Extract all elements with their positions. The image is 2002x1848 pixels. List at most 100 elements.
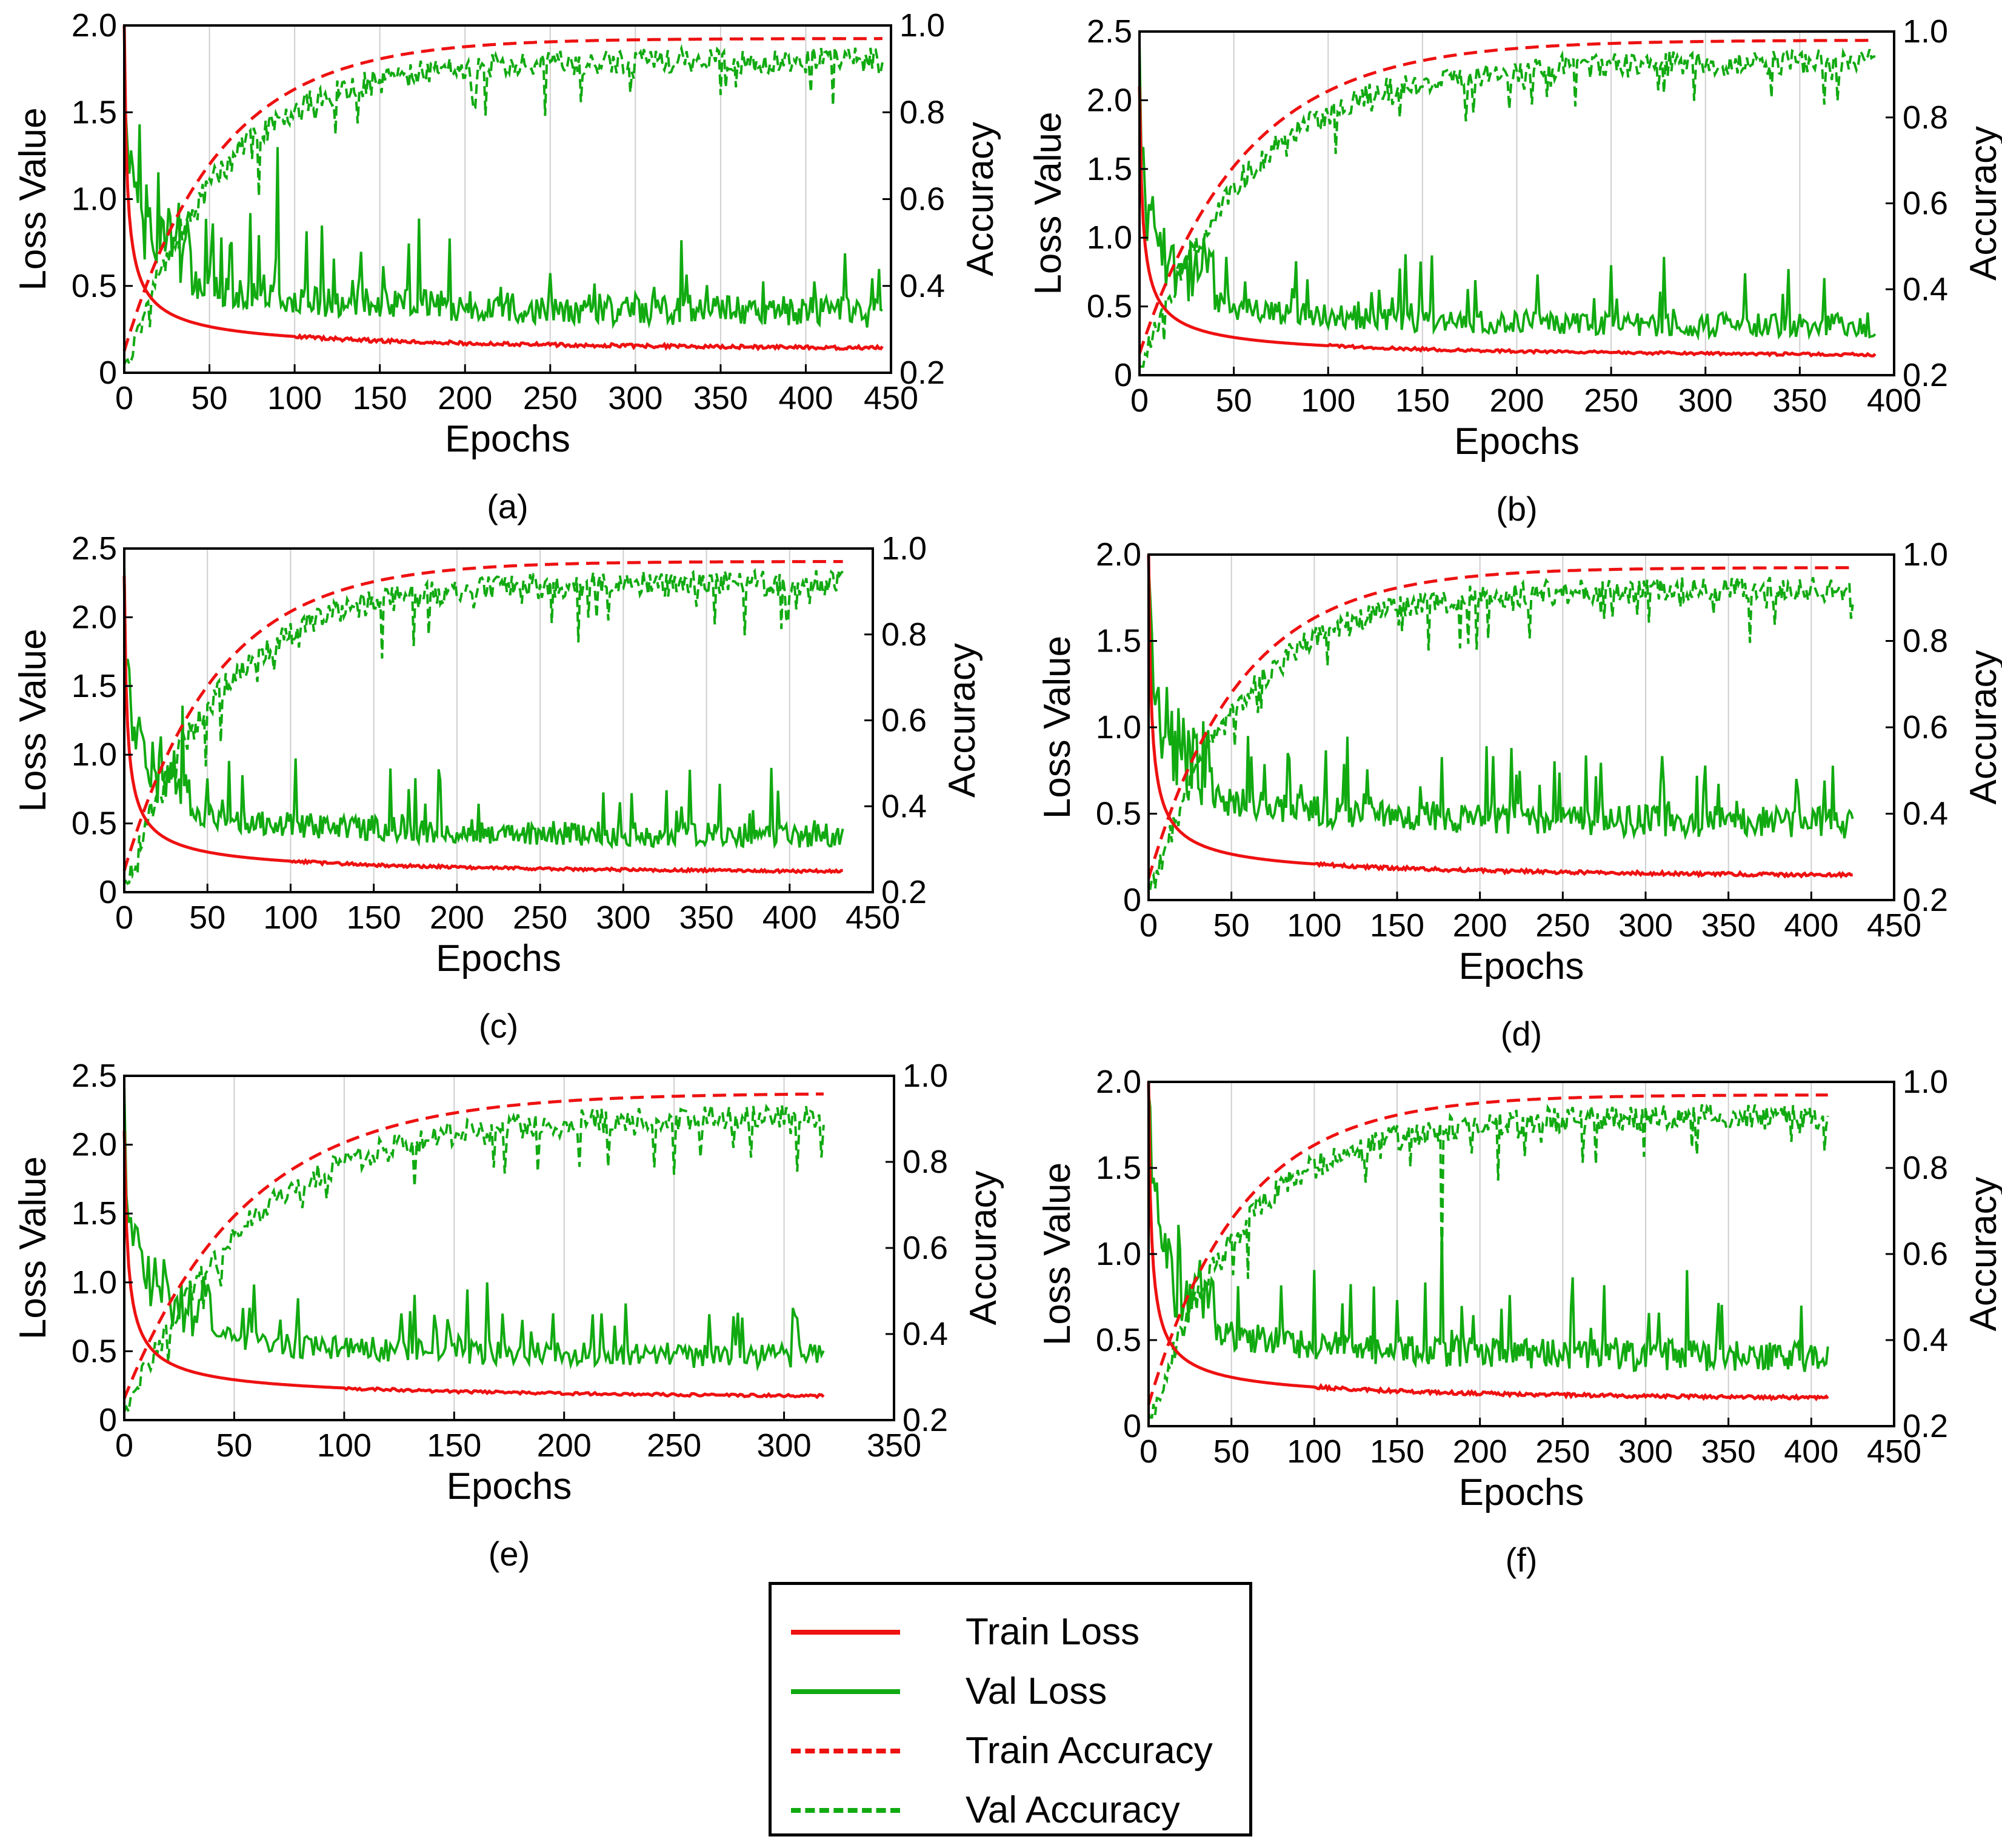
y-tick-label: 0.5 [1087,289,1132,325]
y-tick-label: 0.5 [72,806,117,842]
y-right-tick-label: 0.8 [1903,1150,1948,1186]
plot-frame [1147,553,1895,901]
x-axis-label: Epochs [1454,421,1580,462]
y-tick-label: 1.0 [1096,1236,1141,1272]
y-right-tick-label: 0.4 [1903,271,1948,307]
legend-swatch [791,1749,900,1753]
x-tick-label: 400 [1784,1433,1838,1470]
panel-label: (b) [1496,490,1537,528]
x-tick-label: 0 [1130,382,1149,419]
legend-entry: Train Accuracy [772,1722,1249,1776]
chart-panel-a: 0 50 100 150 200 250 300 350 400 450 0 0.5 1.0 1.5 2.0… [12,7,1001,525]
y-right-tick-label: 0.2 [1903,357,1948,393]
legend-label: Val Loss [966,1670,1107,1712]
legend-label: Val Accuracy [966,1789,1180,1831]
x-tick-label: 400 [778,380,833,416]
x-tick-label: 0 [115,380,133,416]
y-tick-label: 2.0 [1096,1064,1141,1100]
y-tick-label: 0 [1123,882,1141,918]
y-right-tick-label: 0.2 [899,355,945,391]
y-tick-label: 0.5 [1096,796,1141,832]
y-right-axis-label: Accuracy [1963,1177,2002,1332]
series-train-loss [122,25,884,352]
y-axis-label: Loss Value [12,107,54,290]
x-tick-label: 450 [1867,1433,1921,1470]
y-right-axis-label: Accuracy [1963,126,2002,281]
y-right-tick-label: 0.6 [1903,185,1948,222]
x-tick-label: 350 [1701,1433,1756,1470]
x-tick-label: 150 [353,380,407,416]
y-tick-label: 0 [1114,357,1132,393]
y-tick-label: 1.5 [1096,623,1141,659]
y-right-tick-label: 0.8 [881,616,927,653]
y-tick-label: 1.5 [72,94,117,130]
y-right-tick-label: 0.2 [1903,882,1948,918]
x-tick-label: 0 [1139,907,1158,944]
y-tick-label: 2.5 [72,1058,117,1094]
x-tick-label: 250 [647,1427,701,1464]
y-right-tick-label: 0.8 [903,1144,948,1180]
y-tick-label: 2.5 [1087,13,1132,50]
series-val-loss [1138,41,1877,341]
chart-panel-e: 0 50 100 150 200 250 300 350 0 0.5 1.0 1.5 2.0 2.5 0.2… [12,1058,1004,1573]
series-train-loss [122,1130,825,1399]
x-tick-label: 200 [537,1427,592,1464]
x-tick-label: 100 [1287,1433,1341,1470]
legend-entry: Val Accuracy [772,1781,1249,1836]
series-val-loss [123,36,883,330]
y-tick-label: 0 [99,874,117,910]
x-tick-label: 300 [1678,382,1733,419]
x-tick-label: 150 [1370,1433,1424,1470]
x-tick-label: 350 [693,380,748,416]
y-tick-label: 0 [99,355,117,391]
x-tick-label: 200 [1453,1433,1507,1470]
y-tick-label: 1.5 [72,1195,117,1232]
x-tick-label: 150 [427,1427,481,1464]
y-tick-label: 1.0 [72,1264,117,1301]
legend-swatch [791,1689,900,1694]
legend: Train Loss Val Loss Train Accuracy Val Accu… [769,1582,1252,1836]
chart-panel-c: 0 50 100 150 200 250 300 350 400 450 0 0.5 1.0 1.5 2.0… [12,530,983,1045]
x-tick-label: 350 [1701,907,1756,944]
x-axis-label: Epochs [447,1466,572,1507]
x-tick-label: 300 [757,1427,812,1464]
x-tick-label: 100 [317,1427,372,1464]
y-tick-label: 1.5 [72,668,117,704]
y-right-tick-label: 1.0 [1903,1064,1948,1100]
panel-label: (d) [1501,1015,1542,1053]
y-tick-label: 2.0 [72,1127,117,1163]
y-right-tick-label: 1.0 [899,7,945,44]
x-tick-label: 250 [513,899,567,936]
x-tick-label: 100 [1301,382,1355,419]
x-tick-label: 350 [679,899,734,936]
legend-entry: Val Loss [772,1663,1249,1717]
y-right-tick-label: 0.4 [899,268,945,304]
legend-entry: Train Loss [772,1603,1249,1658]
series-val-loss [1147,564,1854,841]
series-val-loss [123,564,844,850]
x-tick-label: 150 [1395,382,1450,419]
series-train-accuracy [1147,566,1853,879]
x-axis-label: Epochs [445,418,570,460]
x-tick-label: 50 [216,1427,252,1464]
series-train-loss [1147,554,1854,879]
y-right-tick-label: 0.2 [903,1402,948,1438]
y-tick-label: 1.0 [1087,219,1132,256]
y-right-tick-label: 0.8 [1903,99,1948,136]
y-axis-label: Loss Value [1036,1163,1078,1346]
x-axis-label: Epochs [1459,946,1584,987]
series-train-accuracy [1138,39,1875,355]
y-tick-label: 0.5 [1096,1322,1141,1358]
x-tick-label: 400 [762,899,817,936]
y-tick-label: 1.5 [1096,1150,1141,1186]
panel-label: (a) [487,487,528,525]
chart-panel-b: 0 50 100 150 200 250 300 350 400 0 0.5 1.0 1.5 2.0 2.5… [1027,13,2002,528]
y-right-tick-label: 1.0 [1903,13,1948,50]
x-tick-label: 0 [115,1427,133,1464]
y-right-axis-label: Accuracy [941,643,983,798]
x-tick-label: 0 [1139,1433,1158,1470]
y-right-tick-label: 0.6 [1903,1236,1948,1272]
x-tick-label: 200 [430,899,484,936]
y-right-axis-label: Accuracy [1963,650,2002,805]
